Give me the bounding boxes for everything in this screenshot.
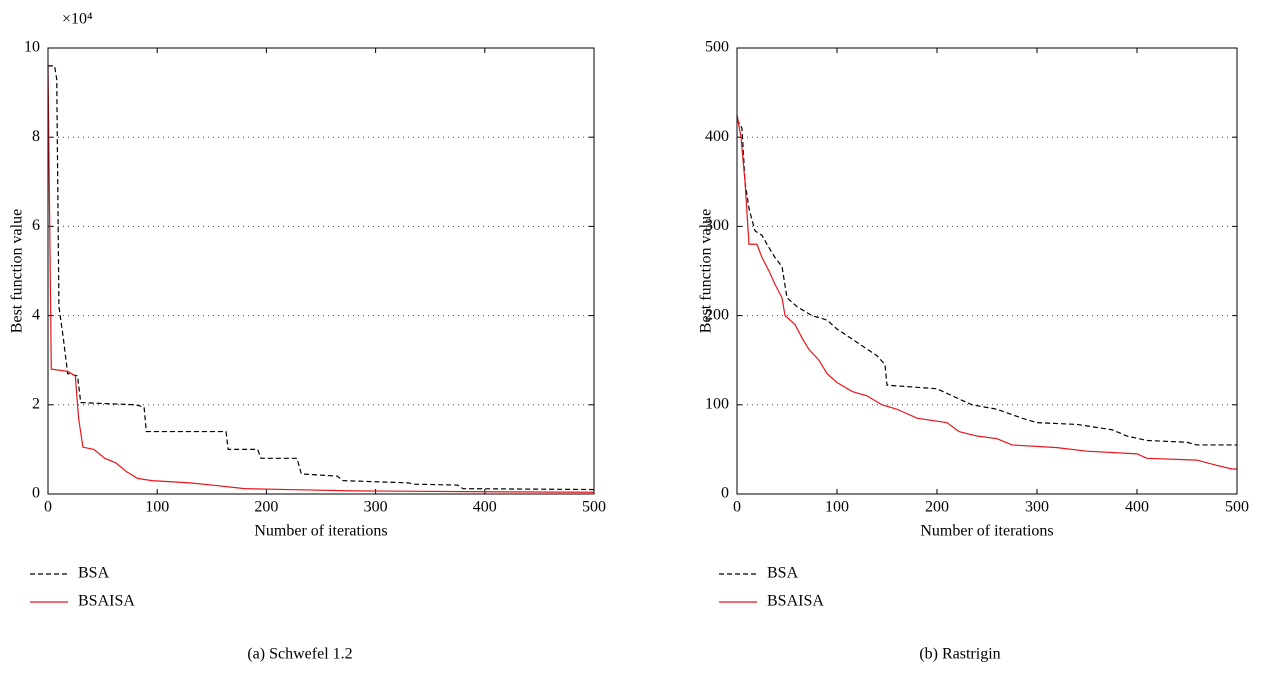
x-tick-label: 400 — [473, 499, 497, 516]
y-tick-label: 6 — [32, 217, 40, 234]
y-tick-label: 500 — [705, 39, 729, 56]
y-tick-label: 300 — [705, 217, 729, 234]
series-line — [736, 114, 1237, 470]
y-tick-label: 200 — [705, 306, 729, 323]
y-tick-label: 0 — [721, 485, 729, 502]
y-tick-label: 100 — [705, 395, 729, 412]
y-tick-label: 8 — [32, 128, 40, 145]
y-multiplier: ×10⁴ — [62, 11, 93, 28]
legend-label: BSA — [767, 565, 799, 582]
legend-label: BSAISA — [78, 593, 135, 610]
x-tick-label: 400 — [1125, 499, 1149, 516]
x-tick-label: 100 — [145, 499, 169, 516]
x-tick-label: 200 — [925, 499, 949, 516]
y-axis-label: Best function value — [698, 209, 715, 333]
plot-frame — [736, 47, 1238, 495]
x-tick-label: 300 — [1025, 499, 1049, 516]
y-axis-label: Best function value — [9, 209, 26, 333]
x-tick-label: 500 — [1225, 499, 1249, 516]
x-tick-label: 100 — [825, 499, 849, 516]
x-tick-label: 0 — [44, 499, 52, 516]
x-axis-label: Number of iterations — [920, 523, 1053, 540]
y-tick-label: 0 — [32, 485, 40, 502]
plot-frame — [47, 47, 595, 495]
caption: (a) Schwefel 1.2 — [247, 646, 352, 663]
y-tick-label: 4 — [32, 306, 40, 323]
x-tick-label: 300 — [364, 499, 388, 516]
caption: (b) Rastrigin — [919, 646, 1000, 663]
x-tick-label: 0 — [733, 499, 741, 516]
legend-label: BSAISA — [767, 593, 824, 610]
y-tick-label: 400 — [705, 128, 729, 145]
series-line — [736, 119, 1237, 446]
series-line — [48, 65, 595, 491]
x-tick-label: 200 — [254, 499, 278, 516]
legend-label: BSA — [78, 565, 110, 582]
y-tick-label: 10 — [24, 39, 40, 56]
x-tick-label: 500 — [582, 499, 606, 516]
series-line — [47, 65, 595, 493]
y-tick-label: 2 — [32, 395, 40, 412]
x-axis-label: Number of iterations — [254, 523, 387, 540]
